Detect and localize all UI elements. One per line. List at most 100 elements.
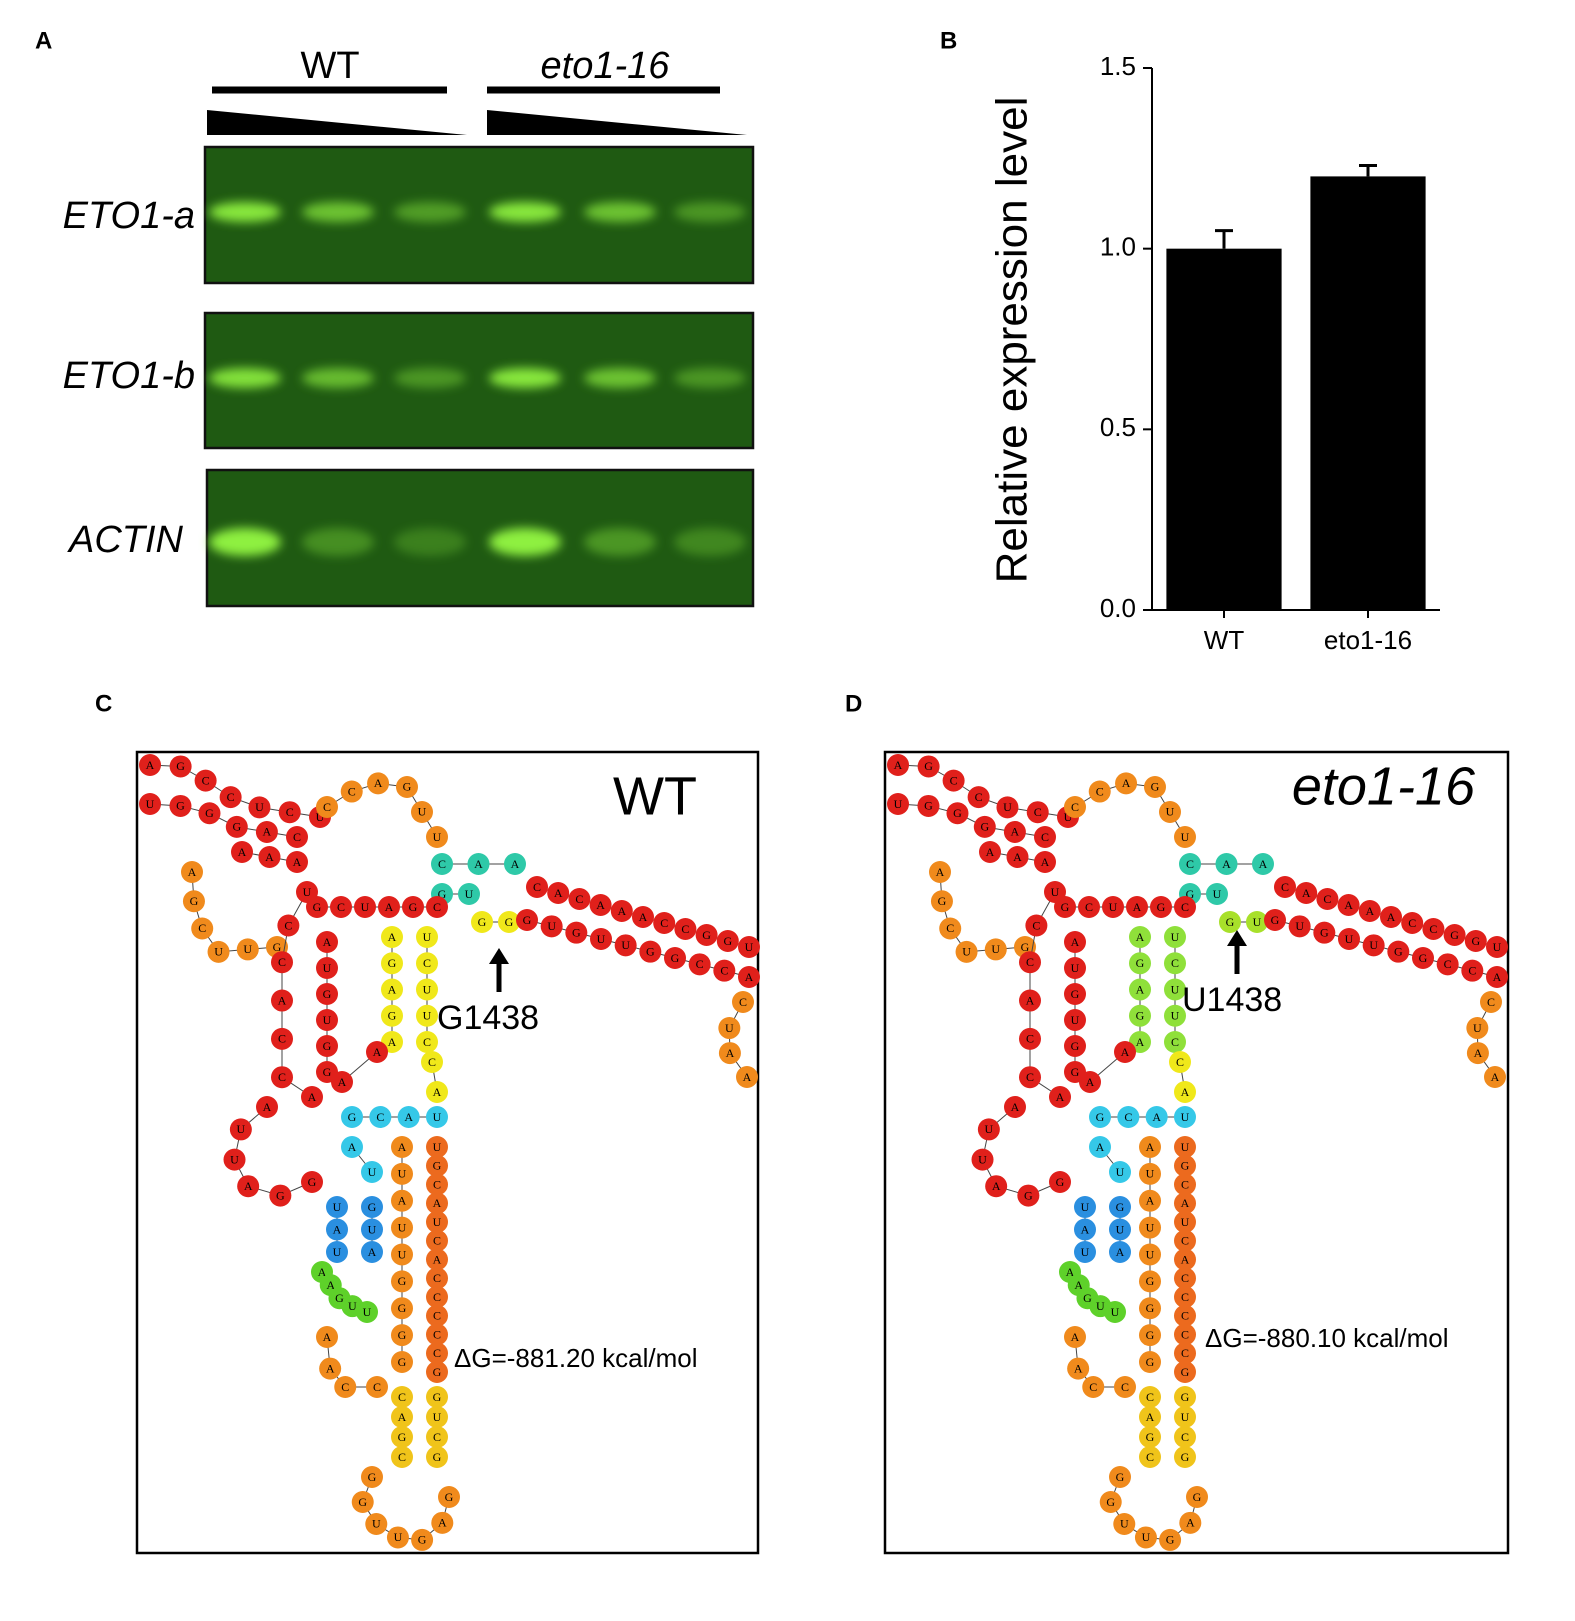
gel-lane xyxy=(205,468,755,608)
nucleotide xyxy=(1064,983,1086,1005)
nucleotide-letter: C xyxy=(1181,900,1189,914)
nucleotide xyxy=(1025,914,1048,937)
nucleotide xyxy=(340,780,363,803)
nucleotide xyxy=(391,1162,413,1185)
nucleotide-letter: G xyxy=(1136,1009,1145,1023)
nucleotide-letter: A xyxy=(596,898,605,912)
nucleotide xyxy=(1139,1297,1161,1320)
nucleotide xyxy=(1139,1406,1161,1428)
nucleotide-letter: C xyxy=(337,900,345,914)
nucleotide-letter: G xyxy=(1071,1065,1080,1079)
nucleotide xyxy=(426,1248,448,1271)
y-axis-label: Relative expression level xyxy=(988,97,1037,584)
nucleotide xyxy=(1064,1326,1086,1348)
nucleotide xyxy=(1174,1248,1196,1271)
mutation-label: U1438 xyxy=(1182,981,1282,1019)
nucleotide xyxy=(1004,1096,1026,1118)
nucleotide xyxy=(381,978,403,1001)
nucleotide xyxy=(1139,1426,1161,1448)
nucleotide xyxy=(1215,853,1238,875)
nucleotide-letter: G xyxy=(403,780,412,794)
nucleotide xyxy=(1034,851,1056,873)
nucleotide xyxy=(391,1297,413,1320)
gel-band xyxy=(584,202,656,222)
nucleotide xyxy=(286,851,308,873)
nucleotide xyxy=(1109,1241,1131,1263)
nucleotide xyxy=(1174,1106,1196,1128)
nucleotide xyxy=(426,1106,448,1128)
nucleotide xyxy=(1109,1218,1131,1241)
nucleotide xyxy=(1179,853,1201,875)
nucleotide xyxy=(361,1466,383,1488)
nucleotide-letter: U xyxy=(1181,830,1190,844)
nucleotide xyxy=(1003,820,1026,843)
gel-band xyxy=(209,528,281,556)
nucleotide-letter: G xyxy=(1181,1390,1190,1404)
nucleotide-letter: C xyxy=(433,1430,441,1444)
nucleotide xyxy=(182,890,205,913)
nucleotide-letter: A xyxy=(385,900,394,914)
nucleotide-letter: A xyxy=(373,1045,382,1059)
nucleotide-letter: G xyxy=(1471,934,1480,948)
nucleotide-letter: C xyxy=(293,830,301,844)
nucleotide-letter: G xyxy=(418,1533,427,1547)
nucleotide xyxy=(939,917,962,940)
nucleotide xyxy=(301,1086,323,1108)
nucleotide xyxy=(738,936,760,958)
nucleotide-letter: G xyxy=(1157,900,1166,914)
nucleotide xyxy=(391,1243,413,1266)
nucleotide xyxy=(369,1106,392,1128)
nucleotide-letter: U xyxy=(316,810,325,824)
gel-row-label: ETO1-a xyxy=(63,195,195,237)
backbone xyxy=(526,919,750,978)
nucleotide xyxy=(319,1357,342,1380)
nucleotide-letter: A xyxy=(511,857,520,871)
nucleotide xyxy=(1174,1304,1196,1327)
nucleotide-letter: A xyxy=(438,1516,447,1530)
nucleotide xyxy=(516,909,538,931)
nucleotide xyxy=(391,1351,413,1373)
structure-title: eto1-16 xyxy=(1292,756,1476,816)
nucleotide xyxy=(1174,1173,1196,1196)
nucleotide-letter: G xyxy=(368,1470,377,1484)
nucleotide-letter: G xyxy=(445,1490,454,1504)
nucleotide-letter: A xyxy=(398,1140,407,1154)
nucleotide xyxy=(1337,894,1360,916)
nucleotide xyxy=(929,861,951,883)
nucleotide-letter: G xyxy=(980,820,989,834)
nucleotide xyxy=(256,1096,278,1118)
nucleotide xyxy=(271,989,293,1012)
nucleotide-letter: G xyxy=(1136,956,1145,970)
x-tick-label: eto1-16 xyxy=(1324,625,1412,655)
nucleotide-letter: C xyxy=(1181,1430,1189,1444)
nucleotide-letter: U xyxy=(146,797,155,811)
nucleotide-letter: C xyxy=(423,956,431,970)
nucleotide-letter: A xyxy=(323,935,332,949)
nucleotide-letter: G xyxy=(433,1450,442,1464)
nucleotide xyxy=(237,1175,260,1198)
nucleotide xyxy=(738,966,760,988)
nucleotide-letter: U xyxy=(348,1299,357,1313)
nucleotide-letter: C xyxy=(1176,1055,1184,1069)
nucleotide-letter: A xyxy=(388,982,397,996)
nucleotide-letter: U xyxy=(1064,810,1073,824)
nucleotide xyxy=(231,841,253,863)
nucleotide xyxy=(1486,936,1508,958)
gel-band xyxy=(394,528,466,556)
nucleotide xyxy=(361,1196,383,1218)
nucleotide xyxy=(716,930,739,952)
nucleotide xyxy=(1139,1216,1161,1239)
nucleotide-letter: A xyxy=(388,930,397,944)
nucleotide xyxy=(1049,1171,1071,1193)
nucleotide-letter: G xyxy=(313,900,322,914)
free-energy: ΔG=-880.10 kcal/mol xyxy=(1205,1323,1449,1353)
nucleotide-letter: C xyxy=(433,900,441,914)
nucleotide xyxy=(1064,957,1086,979)
gel-band xyxy=(394,202,466,222)
nucleotide-letter: A xyxy=(474,857,483,871)
nucleotide-letter: U xyxy=(1003,800,1012,814)
nucleotide-letter: C xyxy=(1186,857,1194,871)
nucleotide-letter: C xyxy=(1181,1327,1189,1341)
nucleotide xyxy=(1139,1351,1161,1373)
nucleotide xyxy=(225,815,248,838)
